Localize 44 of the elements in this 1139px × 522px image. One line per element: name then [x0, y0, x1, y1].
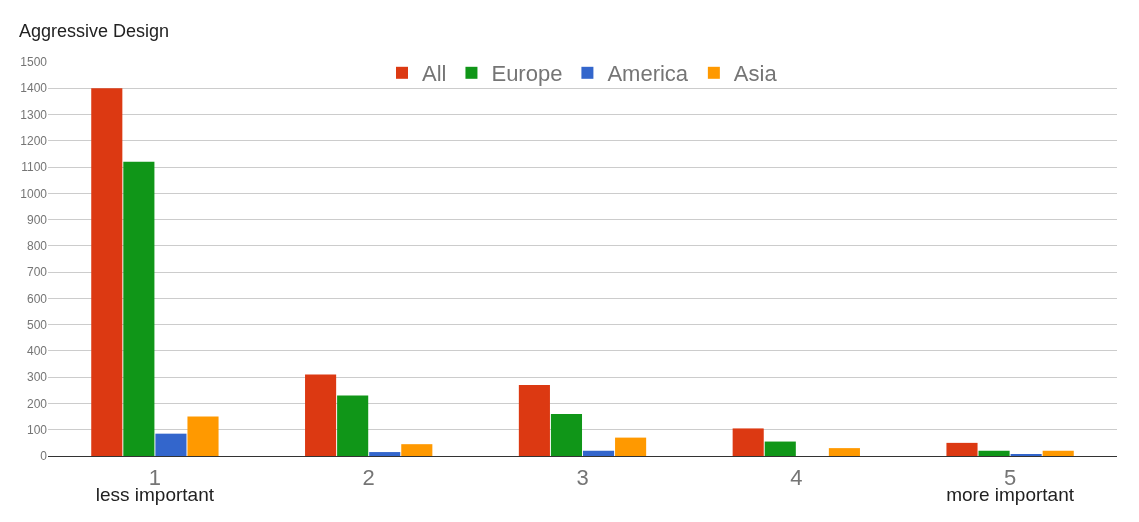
x-tick-label: 2: [362, 465, 375, 491]
bar: [582, 450, 615, 456]
y-tick-label: 600: [26, 291, 48, 306]
y-tick-label: 1000: [20, 186, 48, 201]
bar: [123, 161, 155, 456]
y-tick-label: 1400: [20, 81, 48, 96]
y-tick-label: 500: [26, 317, 48, 332]
bar: [337, 395, 369, 456]
y-tick-label: 900: [26, 212, 48, 227]
legend-label: America: [607, 61, 689, 87]
y-tick-label: 700: [26, 265, 48, 280]
y-tick-label: 1300: [20, 107, 48, 122]
x-tick-label: 1 less important: [95, 465, 215, 505]
bar: [401, 444, 433, 456]
legend-label: All: [422, 61, 447, 87]
y-tick-label: 1200: [20, 134, 48, 148]
y-tick-label: 300: [26, 370, 48, 385]
bar: [518, 385, 550, 456]
bar: [369, 452, 401, 456]
y-tick-label: 1100: [21, 160, 48, 175]
y-tick-label: 1500: [20, 55, 48, 70]
x-tick-label: 5 more important: [946, 465, 1075, 505]
bar: [91, 88, 123, 456]
y-tick-label: 800: [26, 239, 48, 254]
bar: [732, 428, 764, 456]
y-tick-label: 0: [40, 449, 48, 464]
bar: [1042, 450, 1074, 456]
chart-title: Aggressive Design: [19, 21, 170, 42]
x-tick-label: 4: [790, 465, 803, 491]
y-tick-label: 400: [26, 344, 48, 359]
legend-label: Europe: [491, 61, 563, 87]
y-tick-label: 100: [26, 422, 48, 437]
bar: [764, 441, 796, 456]
bar: [946, 442, 978, 456]
bar: [978, 450, 1010, 456]
bar: [828, 448, 860, 456]
bar: [187, 416, 219, 456]
bar: [615, 437, 647, 456]
y-tick-label: 200: [26, 396, 48, 411]
x-tick-label: 3: [576, 465, 589, 491]
bar: [155, 433, 187, 456]
legend-label: Asia: [733, 61, 778, 87]
bar: [305, 374, 337, 456]
bar: [550, 413, 583, 456]
